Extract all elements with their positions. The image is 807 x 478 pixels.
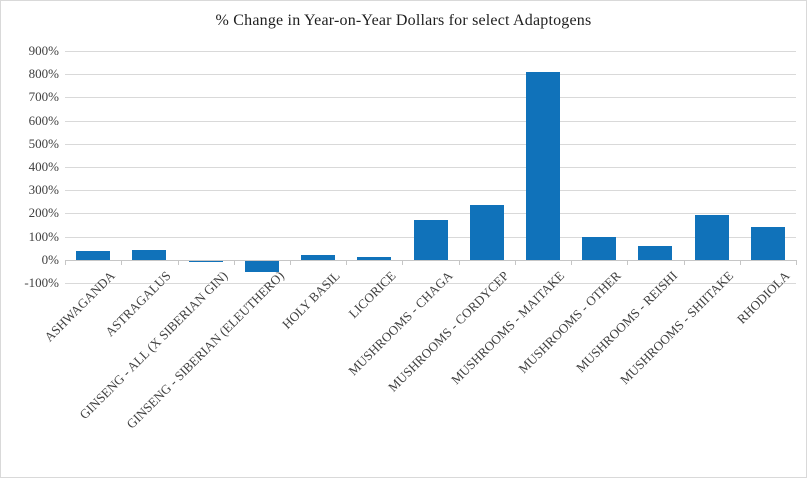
y-axis-tick-label: 300% [28,182,59,198]
bar [750,226,785,260]
x-axis-tick [121,259,123,265]
gridline [65,51,796,52]
bar [76,250,111,260]
x-axis-tick [177,259,179,265]
x-axis-tick [739,259,741,265]
bar [244,260,279,273]
y-axis-tick-label: 400% [28,158,59,174]
x-axis-category-label: LICORICE [345,268,399,321]
y-axis-tick-label: 0% [41,251,59,267]
y-axis-tick-label: 800% [28,66,59,82]
x-axis-category-label: HOLY BASIL [278,268,343,332]
bar [694,215,729,260]
x-axis-tick [65,259,66,265]
x-axis-tick [289,259,291,265]
bar [301,254,335,260]
bar [132,249,167,260]
bar [638,245,673,260]
gridline [65,74,796,76]
gridline [65,120,796,122]
x-axis-category-label: MUSHROOMS - MAITAKE [448,268,568,388]
bar [469,205,504,260]
y-axis-tick-label: 100% [28,228,59,244]
x-axis-category-label: MUSHROOMS - SHIITAKE [617,268,737,388]
y-axis-tick-label: 700% [28,89,59,105]
x-axis-tick [796,259,797,265]
gridline [65,97,796,99]
x-axis-tick [571,259,573,265]
gridline [65,213,796,215]
y-axis-tick-label: 600% [28,112,59,128]
x-axis-tick [233,259,235,265]
y-axis-tick-label: -100% [24,274,59,290]
x-axis-tick [627,259,629,265]
chart-title: % Change in Year-on-Year Dollars for sel… [215,12,592,29]
x-axis-tick [402,259,404,265]
bar [582,236,617,260]
x-axis-category-label: MUSHROOMS - CHAGA [344,268,456,379]
gridline [65,282,796,284]
x-axis-tick [514,259,516,265]
bar [188,260,223,262]
x-axis-line [65,259,796,261]
y-axis-tick-label: 900% [28,43,59,58]
gridline [65,190,796,192]
gridline [65,143,796,145]
y-axis-tick-label: 500% [28,135,59,151]
x-axis-category-label: MUSHROOMS - OTHER [515,268,624,377]
x-axis-category-label: MUSHROOMS - REISHI [572,268,681,376]
bar [526,71,560,260]
x-axis-tick [458,259,460,265]
x-axis-tick [683,259,685,265]
bar [413,220,448,260]
x-axis-category-label: RHODIOLA [733,268,793,327]
x-axis-tick [346,259,348,265]
y-axis-tick-label: 200% [28,205,59,221]
gridline [65,166,796,168]
bar [357,256,392,260]
